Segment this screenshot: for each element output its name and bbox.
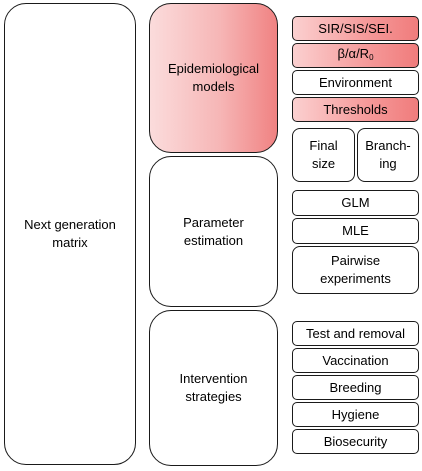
breeding-box: Breeding	[292, 375, 419, 400]
environment-box: Environment	[292, 70, 419, 95]
hygiene-label: Hygiene	[331, 406, 380, 422]
branching-box: Branch- ing	[357, 128, 419, 182]
glm-label: GLM	[341, 195, 370, 210]
pairwise-experiments-box: Pairwise experiments	[292, 246, 419, 294]
breeding-label: Breeding	[329, 379, 382, 395]
branching-label: Branch- ing	[365, 138, 411, 171]
thresholds-box: Thresholds	[292, 97, 419, 122]
glm-box: GLM	[292, 190, 419, 216]
beta-alpha-r-text: β/α/R	[337, 45, 370, 61]
environment-label: Environment	[319, 74, 392, 90]
mle-label: MLE	[342, 223, 369, 238]
epidemiological-models-box: Epidemiological models	[149, 3, 278, 153]
parameter-estimation-box: Parameter estimation	[149, 156, 278, 307]
mle-box: MLE	[292, 218, 419, 244]
vaccination-label: Vaccination	[322, 352, 389, 368]
epidemiological-models-label: Epidemiological models	[167, 61, 260, 94]
parameter-estimation-label: Parameter estimation	[183, 214, 244, 248]
biosecurity-box: Biosecurity	[292, 429, 419, 454]
final-size-label: Final size	[309, 138, 338, 171]
sir-sis-sei-box: SIR/SIS/SEI.	[292, 16, 419, 41]
sir-sis-sei-label: SIR/SIS/SEI.	[318, 20, 393, 36]
biosecurity-label: Biosecurity	[323, 433, 388, 449]
hygiene-box: Hygiene	[292, 402, 419, 427]
test-and-removal-box: Test and removal	[292, 321, 419, 346]
pairwise-experiments-label: Pairwise experiments	[320, 253, 391, 286]
next-generation-matrix-label: Next generation matrix	[24, 217, 116, 250]
r0-subscript: 0	[369, 52, 374, 62]
final-size-box: Final size	[292, 128, 355, 182]
thresholds-label: Thresholds	[323, 101, 388, 117]
intervention-strategies-label: Intervention strategies	[179, 371, 248, 404]
beta-alpha-r0-label: β/α/R0	[337, 45, 373, 67]
next-generation-matrix-box: Next generation matrix	[4, 3, 136, 465]
vaccination-box: Vaccination	[292, 348, 419, 373]
beta-alpha-r0-box: β/α/R0	[292, 43, 419, 68]
test-and-removal-label: Test and removal	[306, 325, 405, 341]
intervention-strategies-box: Intervention strategies	[149, 310, 278, 466]
